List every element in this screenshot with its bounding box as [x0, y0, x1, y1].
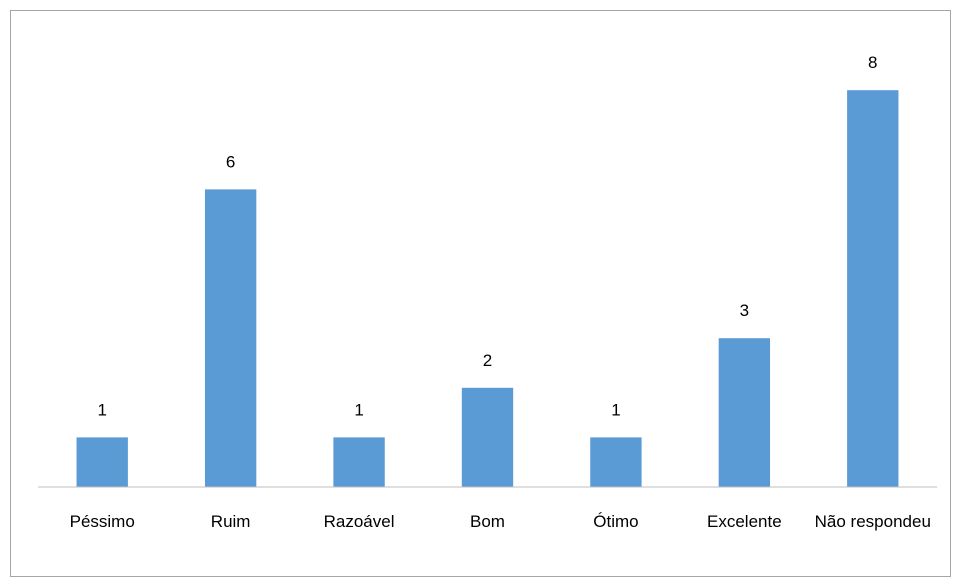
bar [76, 437, 128, 487]
bar [461, 387, 514, 487]
data-label: 1 [97, 400, 106, 419]
x-tick-label: Razoável [324, 512, 395, 531]
bar [590, 437, 642, 487]
data-label: 2 [483, 351, 492, 370]
x-tick-label: Excelente [707, 512, 782, 531]
x-tick-label: Ruim [211, 512, 251, 531]
x-tick-label: Não respondeu [815, 512, 931, 531]
chart-border [10, 10, 951, 577]
data-label: 6 [226, 152, 235, 171]
bar [847, 90, 899, 487]
x-tick-label: Péssimo [70, 512, 135, 531]
data-label: 8 [868, 53, 877, 72]
x-tick-label: Bom [470, 512, 505, 531]
data-label: 1 [354, 400, 363, 419]
bar [718, 338, 771, 487]
bar [333, 437, 385, 487]
bar [204, 189, 257, 487]
x-tick-label: Ótimo [593, 512, 638, 531]
data-label: 1 [611, 400, 620, 419]
data-label: 3 [740, 301, 749, 320]
